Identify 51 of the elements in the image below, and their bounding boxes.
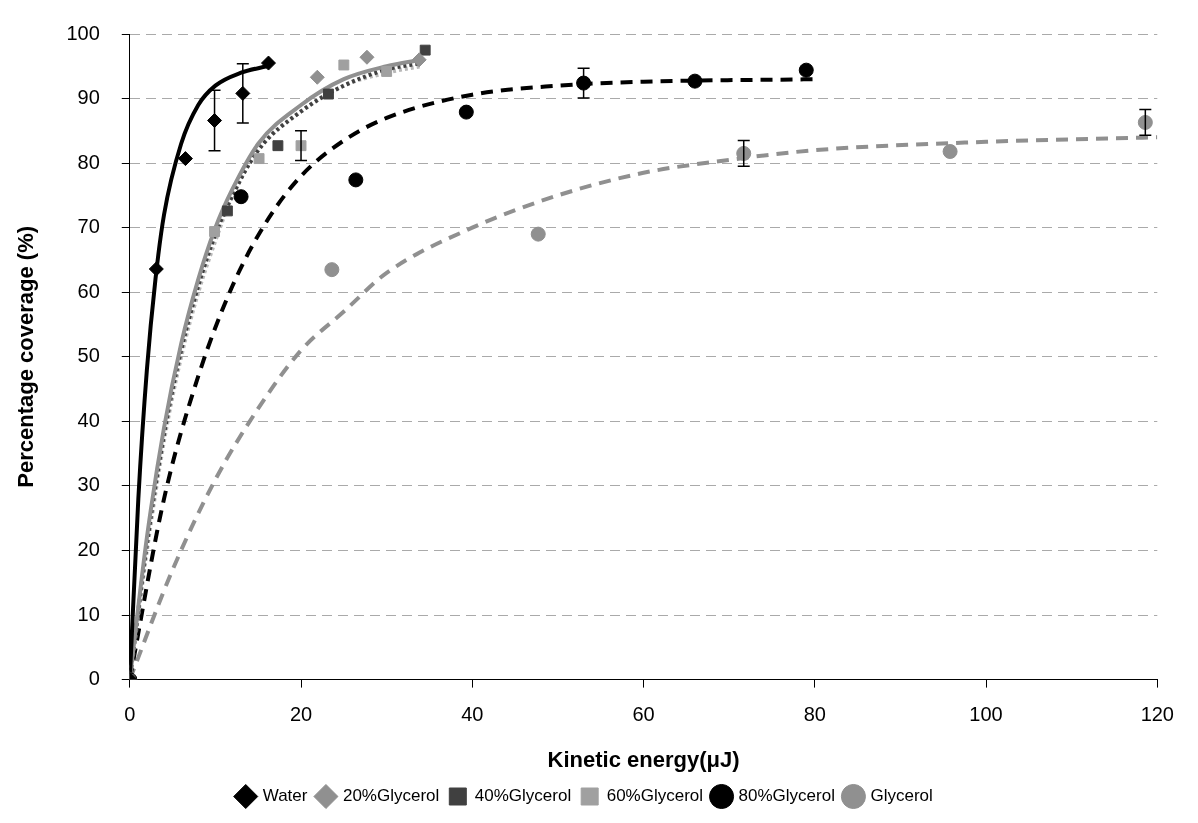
y-tick-label: 40 — [77, 408, 100, 431]
point — [348, 172, 364, 188]
x-tick-label: 20 — [289, 703, 313, 726]
point — [381, 66, 393, 77]
point — [253, 153, 265, 165]
point — [338, 59, 350, 71]
point — [324, 262, 340, 278]
point — [209, 226, 220, 237]
point — [309, 69, 325, 85]
point — [687, 73, 703, 89]
x-tick-label: 40 — [461, 703, 484, 726]
point — [322, 88, 334, 100]
point — [411, 52, 427, 68]
point — [458, 104, 474, 120]
x-tick-label: 120 — [1140, 703, 1174, 726]
y-tick-label: 70 — [77, 215, 100, 238]
x-tick-label: 60 — [632, 703, 655, 726]
point — [576, 75, 592, 91]
point — [177, 151, 193, 167]
point — [419, 44, 431, 56]
y-tick-label: 60 — [77, 279, 100, 302]
point — [1137, 114, 1153, 130]
legend-label: Glycerol — [870, 786, 933, 806]
point — [942, 144, 958, 159]
y-tick-label: 80 — [77, 150, 100, 173]
y-tick-label: 10 — [77, 602, 100, 625]
x-axis-title: Kinetic energy(μJ) — [547, 746, 740, 772]
legend-label: 40%Glycerol — [474, 786, 572, 806]
y-tick-label: 100 — [66, 21, 100, 44]
point — [736, 145, 752, 161]
x-tick-label: 100 — [969, 703, 1003, 726]
y-tick-label: 50 — [77, 344, 100, 367]
y-axis-title: Percentage coverage (%) — [13, 225, 39, 488]
point — [233, 189, 249, 205]
y-tick-label: 20 — [77, 538, 100, 560]
x-tick-label: 80 — [803, 703, 826, 726]
legend-label: 20%Glycerol — [342, 786, 440, 806]
y-tick-label: 90 — [77, 86, 100, 109]
x-tick-label: 0 — [124, 703, 136, 726]
point — [221, 205, 233, 217]
legend-label: 60%Glycerol — [606, 786, 704, 806]
point — [530, 226, 546, 242]
y-tick-label: 0 — [88, 667, 100, 690]
point — [260, 55, 276, 71]
legend-label: Water — [262, 786, 308, 806]
legend-label: 80%Glycerol — [738, 786, 835, 806]
point — [148, 261, 164, 277]
point — [359, 49, 375, 65]
point — [798, 62, 814, 78]
y-tick-label: 30 — [77, 473, 100, 496]
point — [272, 140, 284, 152]
